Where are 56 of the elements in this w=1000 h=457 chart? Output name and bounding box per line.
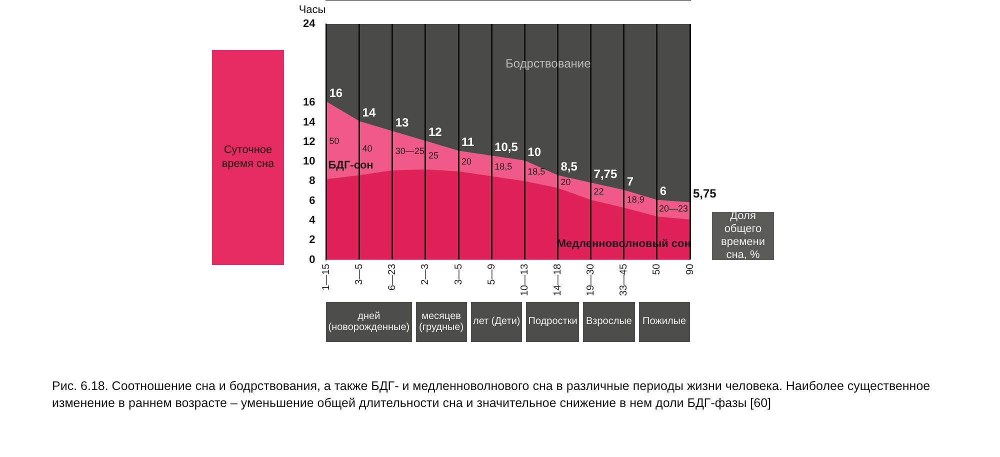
x-tick-label: 2—3: [420, 263, 432, 285]
y-tick-label: 12: [302, 136, 316, 148]
text: дней (новорожденные): [326, 302, 412, 342]
x-tick-label: 33—45: [618, 263, 630, 296]
annotation: 22: [594, 186, 604, 197]
x-tick-label: 14—18: [552, 263, 564, 296]
annotation: Бодрствование: [505, 56, 592, 70]
y-tick-label: 2: [309, 234, 316, 246]
total-label: 10: [528, 144, 542, 159]
total-label: 6: [660, 184, 667, 198]
y-axis-title: Часы: [298, 4, 326, 16]
total-label: 14: [362, 106, 376, 120]
total-label: 7: [626, 174, 634, 188]
y-tick-label: 4: [309, 214, 316, 226]
annotation: 20—23: [658, 204, 688, 214]
total-label: 8,5: [560, 160, 578, 174]
annotation: 25: [428, 150, 438, 161]
x-tick-label: 3—5: [354, 263, 366, 285]
total-label: 11: [462, 135, 475, 150]
y-tick-label: 6: [309, 194, 316, 207]
text: Доля общего времени сна, %: [712, 210, 774, 262]
annotation: 30—25: [395, 146, 424, 156]
total-label: 16: [329, 86, 343, 100]
annotation: 50: [329, 136, 340, 146]
total-label: 10,5: [494, 140, 518, 154]
x-tick-label: 19—30: [586, 263, 597, 296]
x-tick-label: 10—13: [519, 263, 530, 296]
x-tick-label: 5—9: [486, 263, 498, 285]
total-label: 13: [395, 115, 410, 130]
annotation: 18,5: [528, 166, 546, 176]
annotation: 40: [362, 144, 372, 154]
annotation: 20: [560, 177, 571, 188]
x-tick-label: 1—15: [320, 263, 332, 290]
text: Взрослые: [583, 302, 635, 342]
total-label: 7,75: [594, 166, 618, 181]
y-tick-label: 8: [309, 175, 316, 188]
total-label: 12: [428, 125, 442, 140]
y-tick-label: 10: [302, 156, 316, 168]
y-tick-label: 24: [302, 18, 316, 30]
annotation: 20: [462, 156, 472, 166]
text: Рис. 6.18. Соотношение сна и бодрствования, а также БДГ- и медленноволнового сна в различные периоды жизни человека. Наиболее существенное изменение в раннем возрасте – уменьшение общей длительности сна и значительное снижение в нем доли БДГ-фазы [60]: [52, 378, 932, 412]
annotation: 18,9: [626, 194, 644, 204]
x-tick-label: 90: [684, 263, 696, 275]
x-tick-label: 3—5: [453, 263, 464, 285]
y-tick-label: 0: [309, 254, 316, 266]
y-tick-label: 14: [302, 116, 316, 128]
x-tick-label: 50: [652, 263, 663, 275]
text: Подростки: [526, 302, 580, 342]
text: Пожилые: [638, 302, 690, 342]
text: Суточное время сна: [212, 50, 284, 265]
total-label: 5,75: [693, 186, 717, 201]
x-tick-label: 6—23: [387, 263, 398, 290]
text: лет (Дети): [470, 302, 522, 342]
annotation: 18,5: [494, 161, 512, 172]
y-tick-label: 16: [302, 96, 316, 109]
text: месяцев (грудные): [416, 302, 467, 342]
